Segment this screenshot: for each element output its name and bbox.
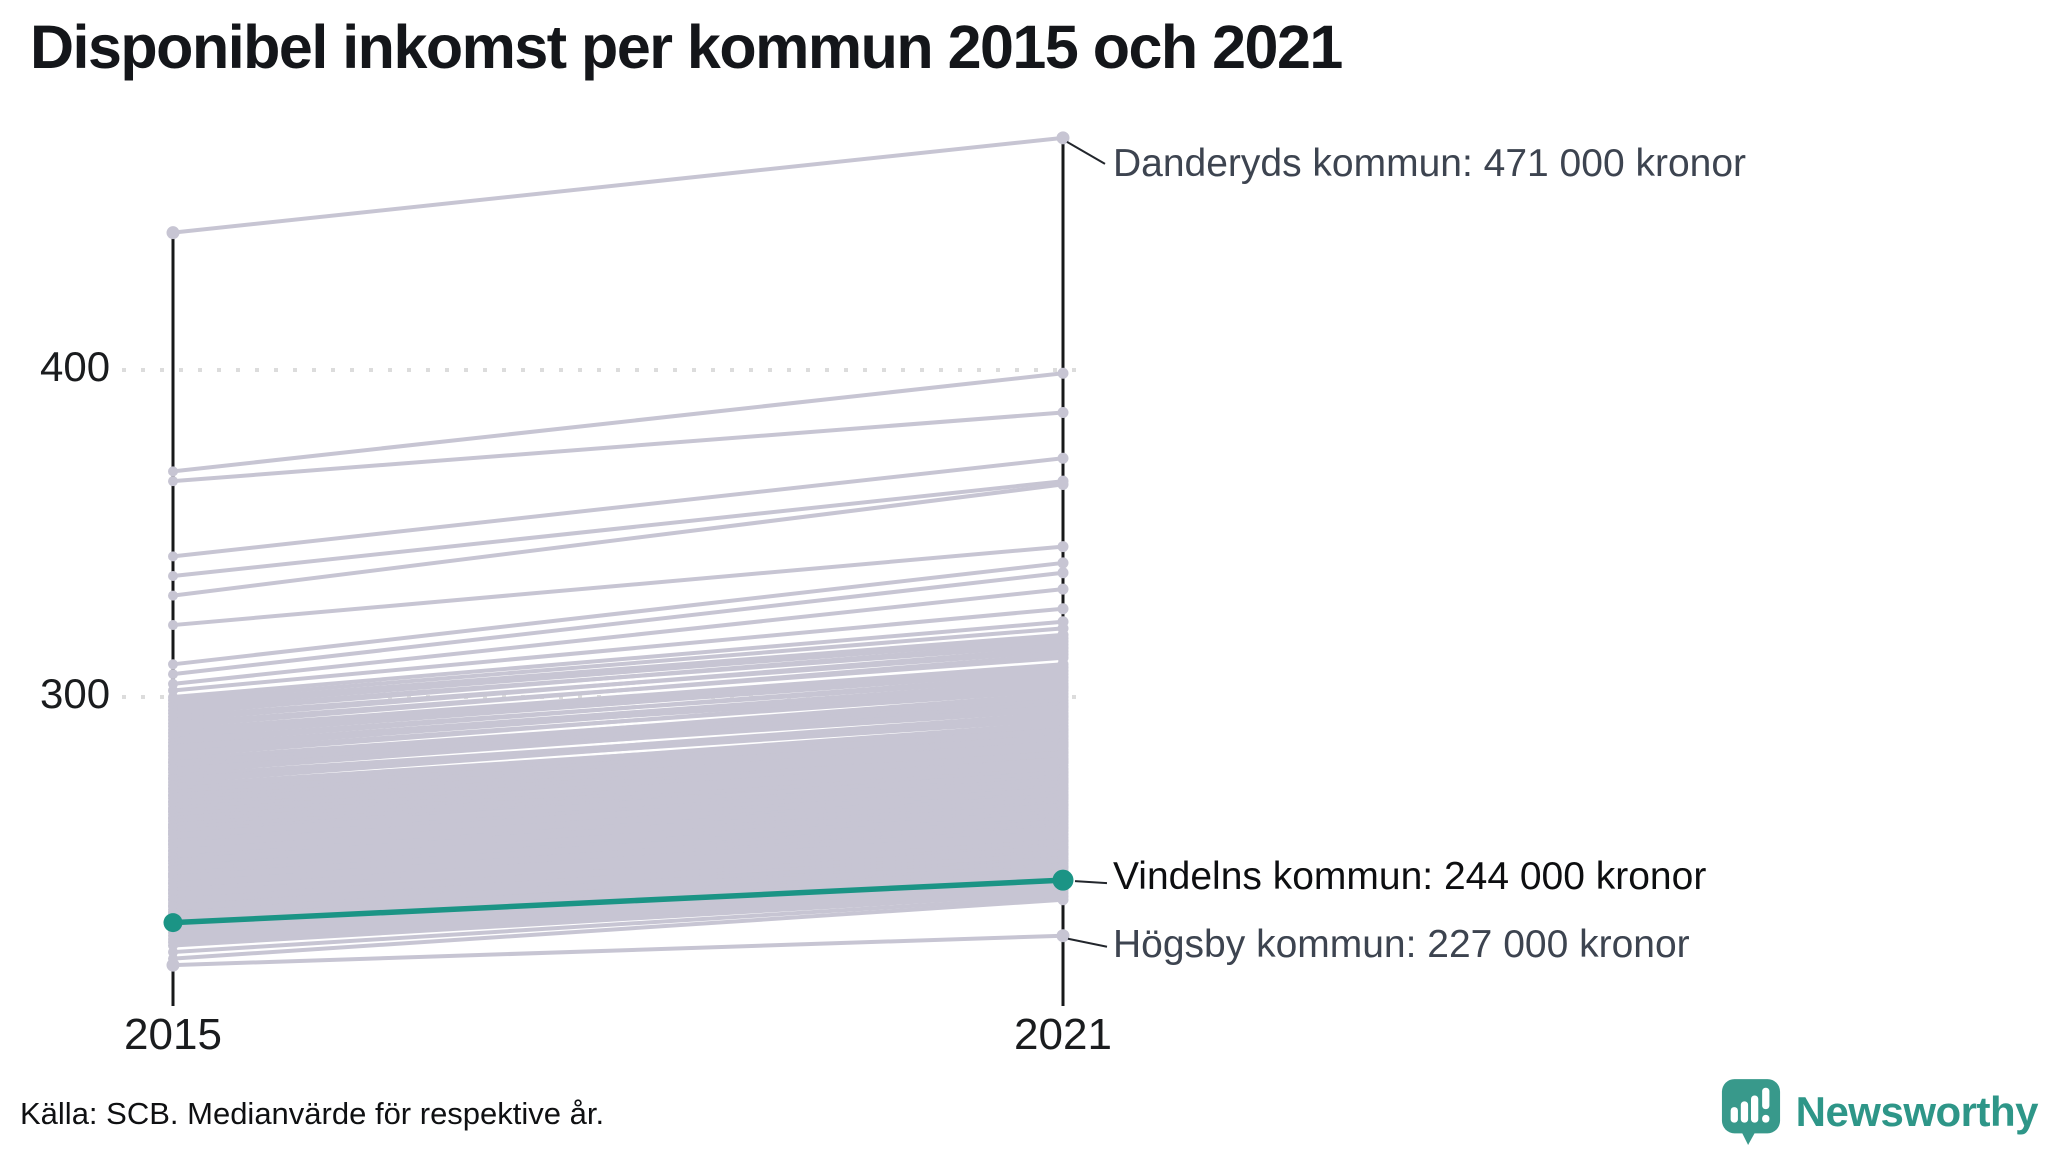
x-tick-2015: 2015 (124, 1010, 222, 1059)
source-note: Källa: SCB. Medianvärde för respektive å… (20, 1096, 605, 1131)
annotation-vindeln: Vindelns kommun: 244 000 kronor (1113, 855, 1707, 898)
logo-wordmark: Newsworthy (1795, 1088, 2039, 1135)
y-tick-400: 400 (40, 343, 111, 390)
y-tick-300: 300 (40, 670, 111, 717)
newsworthy-logo: Newsworthy (1720, 1079, 2039, 1145)
annotation-hogsby: Högsby kommun: 227 000 kronor (1113, 923, 1690, 966)
newsworthy-chart-bubble-icon (1721, 1079, 1780, 1145)
annotation-danderyd: Danderyds kommun: 471 000 kronor (1113, 142, 1747, 185)
x-tick-2021: 2021 (1014, 1010, 1112, 1059)
page-title: Disponibel inkomst per kommun 2015 och 2… (30, 13, 1343, 81)
